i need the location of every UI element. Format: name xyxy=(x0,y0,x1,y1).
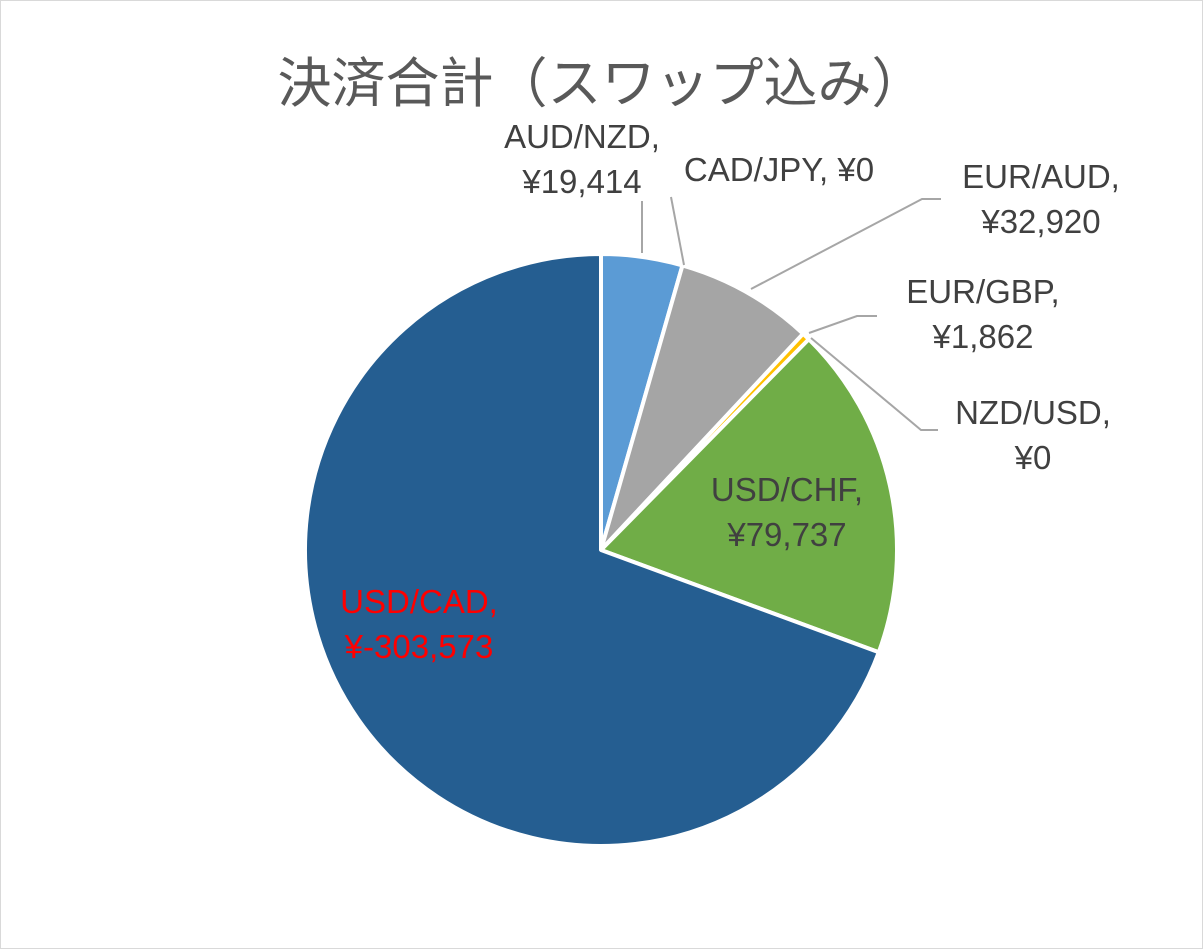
pie-slice-usd-cad xyxy=(303,252,881,848)
data-label-line: USD/CAD, xyxy=(340,583,498,620)
data-label-line: NZD/USD, xyxy=(955,394,1111,431)
data-label-line: EUR/AUD, xyxy=(962,158,1120,195)
data-label-usd-chf: USD/CHF, ¥79,737 xyxy=(711,471,863,553)
data-label-line: ¥32,920 xyxy=(980,203,1100,240)
leader-line-cad-jpy xyxy=(670,196,685,266)
pie-slices xyxy=(303,252,899,848)
data-label-line: USD/CHF, xyxy=(711,471,863,508)
data-label-eur-gbp: EUR/GBP, ¥1,862 xyxy=(906,273,1059,355)
data-label-line: ¥79,737 xyxy=(726,516,846,553)
pie-slice-usd-chf xyxy=(599,337,899,655)
pie-slice-eur-aud xyxy=(599,263,806,552)
data-labels: AUD/NZD, ¥19,414 CAD/JPY, ¥0 EUR/AUD, ¥32,92… xyxy=(340,118,1120,665)
chart-title: 決済合計（スワップ込み） xyxy=(277,52,926,115)
data-label-eur-aud: EUR/AUD, ¥32,920 xyxy=(962,158,1120,240)
data-label-line: ¥-303,573 xyxy=(344,628,494,665)
data-label-aud-nzd: AUD/NZD, ¥19,414 xyxy=(504,118,660,200)
data-label-usd-cad: USD/CAD, ¥-303,573 xyxy=(340,583,498,665)
leader-line-eur-gbp xyxy=(808,315,877,334)
data-label-nzd-usd: NZD/USD, ¥0 xyxy=(955,394,1111,476)
data-label-line: ¥0 xyxy=(1014,439,1052,476)
data-label-line: CAD/JPY, ¥0 xyxy=(684,151,874,188)
data-label-line: AUD/NZD, xyxy=(504,118,660,155)
data-label-line: ¥19,414 xyxy=(521,163,641,200)
data-label-line: EUR/GBP, xyxy=(906,273,1059,310)
leader-lines xyxy=(641,196,941,431)
leader-line-eur-aud xyxy=(750,198,941,290)
leader-line-nzd-usd xyxy=(810,337,938,431)
data-label-cad-jpy: CAD/JPY, ¥0 xyxy=(684,151,874,188)
data-label-line: ¥1,862 xyxy=(932,318,1034,355)
